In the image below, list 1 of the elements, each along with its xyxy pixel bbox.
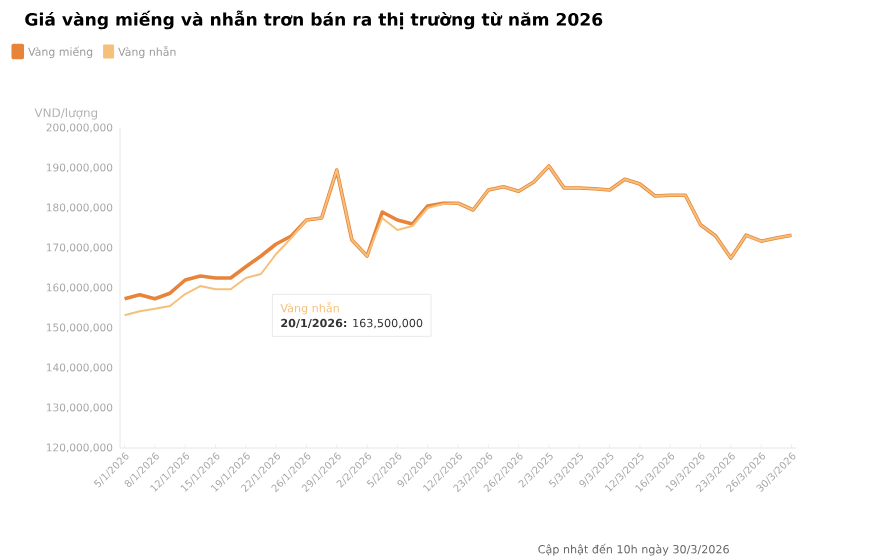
- chart-title: Giá vàng miếng và nhẫn trơn bán ra thị trường từ năm 2026: [25, 10, 603, 30]
